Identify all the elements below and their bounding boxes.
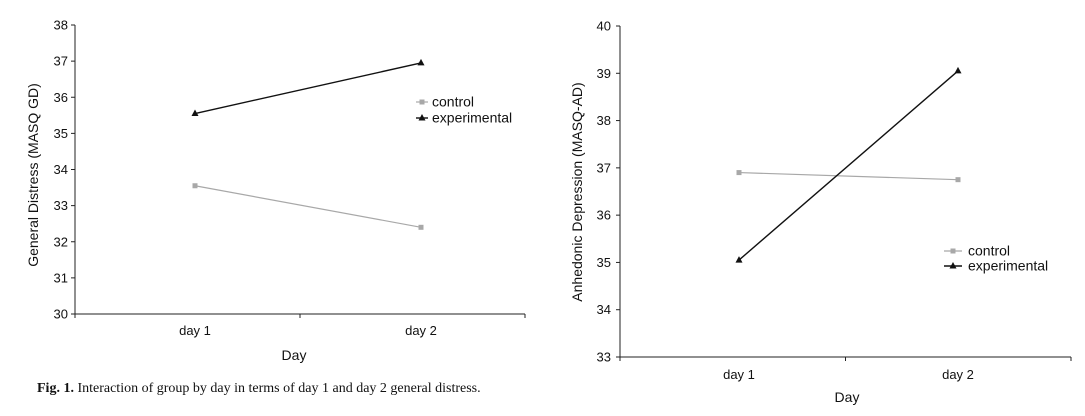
data-point-control [955, 177, 961, 183]
y-axis-title: Anhedonic Depression (MASQ-AD) [569, 82, 585, 301]
y-tick-label: 35 [54, 126, 68, 141]
y-tick-label: 34 [54, 162, 68, 177]
data-point-experimental [191, 109, 199, 117]
series-line-control [738, 171, 959, 181]
legend-label-control: control [968, 243, 1010, 259]
legend-label-experimental: experimental [968, 258, 1048, 274]
y-tick-label: 36 [597, 208, 611, 223]
legend-label-experimental: experimental [432, 110, 512, 126]
x-axis-title: Day [835, 389, 860, 405]
x-tick-label: day 2 [405, 323, 437, 338]
figure-caption: Fig. 1. Interaction of group by day in t… [37, 381, 481, 397]
data-point-experimental [735, 256, 743, 263]
legend-marker-experimental [949, 262, 957, 269]
y-tick-label: 32 [54, 234, 68, 249]
y-tick-label: 38 [597, 113, 611, 128]
y-tick-label: 38 [54, 18, 68, 33]
legend-marker-experimental [418, 114, 426, 121]
y-tick-label: 30 [54, 307, 68, 322]
y-tick-label: 39 [597, 66, 611, 81]
y-axis-title: General Distress (MASQ GD) [25, 83, 41, 267]
y-tick-label: 33 [597, 350, 611, 365]
legend-marker-control [950, 248, 956, 254]
y-tick-label: 37 [597, 160, 611, 175]
legend-marker-control [419, 99, 425, 105]
x-tick-label: day 1 [723, 367, 755, 382]
y-tick-label: 37 [54, 54, 68, 69]
data-point-experimental [954, 66, 962, 74]
chart-general-distress: 30 31 32 33 34 35 36 37 38 day 1 day 2 Day General D… [25, 18, 526, 363]
series-line-experimental [194, 62, 422, 115]
legend-label-control: control [432, 94, 474, 110]
caption-label: Fig. 1. [37, 381, 74, 396]
caption-text: Interaction of group by day in terms of … [77, 381, 481, 396]
y-tick-label: 34 [597, 302, 611, 317]
data-point-control [418, 224, 424, 230]
y-tick-label: 31 [54, 270, 68, 285]
data-point-control [736, 170, 742, 176]
chart-anhedonic-depression: 33 34 35 36 37 38 39 40 day 1 day 2 Day Anhedonic D… [569, 19, 1072, 405]
x-axis-title: Day [282, 347, 307, 363]
x-tick-label: day 2 [942, 367, 974, 382]
y-tick-label: 35 [597, 255, 611, 270]
series-line-experimental [738, 70, 959, 261]
y-tick-label: 33 [54, 198, 68, 213]
series-line-control [194, 185, 422, 228]
x-tick-label: day 1 [179, 323, 211, 338]
y-tick-label: 40 [597, 19, 611, 34]
data-point-control [192, 183, 198, 189]
y-tick-label: 36 [54, 90, 68, 105]
data-point-experimental [417, 58, 425, 66]
